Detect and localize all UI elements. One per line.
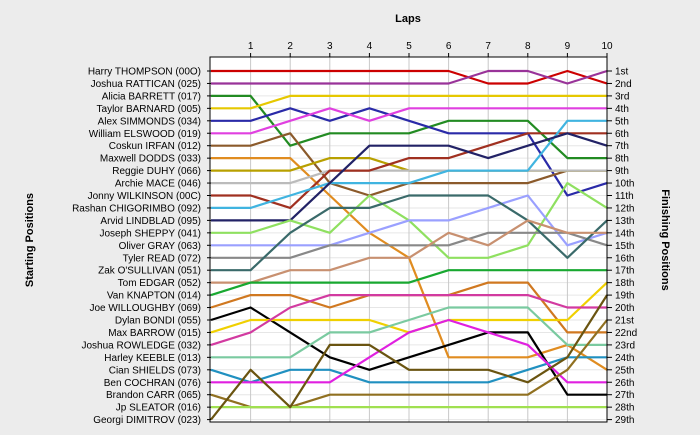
starting-position-label: Jonny WILKINSON (00C) [88,191,201,202]
y-axis-label-right: Finishing Positions [659,189,671,290]
finishing-position-label: 21st [615,316,634,327]
x-tick-label: 6 [446,41,452,52]
series-line [210,306,607,396]
starting-position-label: William ELSWOOD (019) [89,129,201,140]
starting-position-label: Alicia BARRETT (017) [102,91,201,102]
starting-position-label: Joseph SHEPPY (041) [99,228,201,239]
finishing-position-label: 9th [615,166,629,177]
starting-position-label: Ben COCHRAN (076) [104,378,201,389]
finishing-position-label: 2nd [615,79,632,90]
starting-position-label: Coskun IRFAN (012) [109,141,201,152]
series-lines [210,69,608,421]
finishing-position-label: 27th [615,390,634,401]
x-tick-label: 7 [485,41,491,52]
starting-position-label: Georgi DIMITROV (023) [93,415,201,426]
series-line [211,119,607,209]
finishing-position-label: 14th [615,228,634,239]
starting-position-label: Joshua RATTICAN (025) [91,79,201,90]
starting-position-label: Joe WILLOUGHBY (069) [89,303,201,314]
starting-position-label: Alex SIMMONDS (034) [98,116,201,127]
finishing-position-label: 6th [615,129,629,140]
series-line [210,269,607,297]
series-line [211,69,608,85]
finishing-position-label: 18th [615,278,634,289]
x-tick-label: 9 [565,41,571,52]
finishing-position-label: 11th [615,191,634,202]
series-line [210,294,607,346]
starting-position-label: Reggie DUHY (066) [112,166,201,177]
finishing-position-label: 15th [615,241,634,252]
finishing-position-label: 28th [615,403,634,414]
x-tick-label: 5 [406,41,412,52]
finishing-position-label: 4th [615,104,629,115]
starting-position-label: Oliver GRAY (063) [119,241,201,252]
finishing-position-label: 3rd [615,91,629,102]
starting-position-label: Arvid LINDBLAD (095) [100,216,201,227]
starting-position-label: Tom EDGAR (052) [118,278,201,289]
finishing-position-label: 16th [615,253,634,264]
x-axis-ticks: 1 2 3 4 5 6 7 8 9 10 [248,41,613,57]
starting-position-label: Maxwell DODDS (033) [100,154,201,165]
series-line [211,219,607,284]
finishing-position-label: 17th [615,266,634,277]
starting-position-label: Brandon CARR (065) [106,390,201,401]
starting-position-label: Max BARROW (015) [108,328,201,339]
starting-position-label: Cian SHIELDS (073) [109,365,201,376]
x-tick-label: 10 [601,41,613,52]
plot-frame [209,56,608,423]
series-line [211,132,607,209]
starting-position-labels: Harry THOMPSON (00O)Joshua RATTICAN (025… [72,67,211,426]
finishing-position-label: 19th [615,291,634,302]
starting-position-label: Zak O'SULLIVAN (051) [98,266,201,277]
finishing-position-label: 7th [615,141,629,152]
finishing-position-label: 5th [615,116,629,127]
starting-position-label: Harley KEEBLE (013) [104,353,201,364]
series-line [210,294,608,421]
y-axis-label-left: Starting Positions [24,193,36,287]
finishing-position-label: 1st [615,67,629,78]
series-line [211,132,608,222]
finishing-position-label: 12th [615,203,634,214]
series-line [211,194,608,272]
x-tick-label: 3 [327,41,333,52]
finishing-position-label: 24th [615,353,634,364]
x-tick-label: 4 [367,41,373,52]
series-line [211,318,607,384]
starting-position-label: Dylan BONDI (055) [115,316,201,327]
starting-position-label: Tyler READ (072) [123,253,201,264]
finishing-position-label: 26th [615,378,634,389]
starting-position-label: Rashan CHIGORIMBO (092) [72,203,201,214]
finishing-position-label: 13th [615,216,634,227]
series-line [210,356,607,384]
x-tick-label: 2 [287,41,293,52]
starting-position-label: Taylor BARNARD (005) [97,104,201,115]
finishing-position-label: 20th [615,303,634,314]
starting-position-label: Archie MACE (046) [115,179,201,190]
starting-position-label: Jp SLEATOR (016) [116,403,201,414]
starting-position-label: Harry THOMPSON (00O) [88,67,201,78]
series-line [211,94,607,110]
x-tick-label: 1 [248,41,254,52]
x-tick-label: 8 [525,41,531,52]
chart-title: Laps [395,13,421,25]
finishing-position-label: 29th [615,415,634,426]
series-line [211,306,607,359]
series-line [211,107,607,135]
finishing-position-label: 10th [615,179,634,190]
finishing-position-label: 8th [615,154,629,165]
series-line [211,169,607,185]
finishing-position-label: 23rd [615,340,635,351]
finishing-position-label: 22nd [615,328,637,339]
starting-position-label: Joshua ROWLEDGE (032) [82,340,202,351]
finishing-position-label: 25th [615,365,634,376]
starting-position-label: Van KNAPTON (014) [107,291,201,302]
series-line [211,69,608,85]
